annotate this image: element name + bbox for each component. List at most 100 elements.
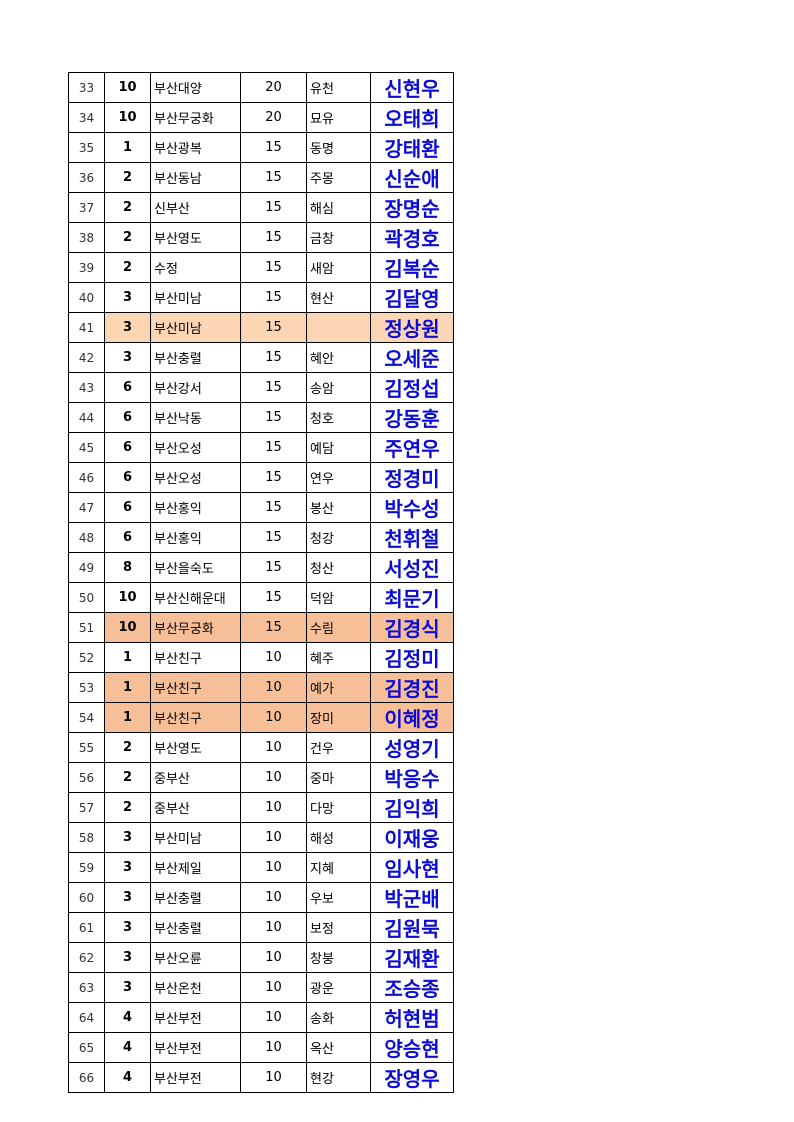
group: 2 bbox=[104, 192, 151, 223]
points: 15 bbox=[240, 582, 307, 613]
nickname: 보정 bbox=[306, 912, 371, 943]
points: 10 bbox=[240, 702, 307, 733]
club: 부산미남 bbox=[150, 822, 241, 853]
points: 10 bbox=[240, 732, 307, 763]
person-name: 서성진 bbox=[370, 552, 454, 583]
nickname: 송암 bbox=[306, 372, 371, 403]
table-row: 33 10 부산대양 20 유천 신현우 bbox=[68, 72, 454, 103]
nickname: 청산 bbox=[306, 552, 371, 583]
row-number: 60 bbox=[68, 882, 105, 913]
row-number: 48 bbox=[68, 522, 105, 553]
points: 15 bbox=[240, 522, 307, 553]
club: 중부산 bbox=[150, 792, 241, 823]
person-name: 김복순 bbox=[370, 252, 454, 283]
table-row: 63 3 부산온천 10 광운 조승종 bbox=[68, 972, 454, 1003]
row-number: 65 bbox=[68, 1032, 105, 1063]
club: 부산온천 bbox=[150, 972, 241, 1003]
club: 부산미남 bbox=[150, 282, 241, 313]
person-name: 정경미 bbox=[370, 462, 454, 493]
table-row: 61 3 부산충렬 10 보정 김원묵 bbox=[68, 912, 454, 943]
group: 8 bbox=[104, 552, 151, 583]
person-name: 오태희 bbox=[370, 102, 454, 133]
group: 6 bbox=[104, 372, 151, 403]
table-row: 58 3 부산미남 10 해성 이재웅 bbox=[68, 822, 454, 853]
row-number: 40 bbox=[68, 282, 105, 313]
group: 6 bbox=[104, 522, 151, 553]
nickname: 주몽 bbox=[306, 162, 371, 193]
table-row: 56 2 중부산 10 중마 박응수 bbox=[68, 762, 454, 793]
club: 부산부전 bbox=[150, 1062, 241, 1093]
nickname: 청호 bbox=[306, 402, 371, 433]
group: 10 bbox=[104, 102, 151, 133]
points: 15 bbox=[240, 432, 307, 463]
person-name: 조승종 bbox=[370, 972, 454, 1003]
nickname: 창붕 bbox=[306, 942, 371, 973]
row-number: 55 bbox=[68, 732, 105, 763]
nickname bbox=[306, 312, 371, 343]
group: 4 bbox=[104, 1062, 151, 1093]
nickname: 예담 bbox=[306, 432, 371, 463]
nickname: 현강 bbox=[306, 1062, 371, 1093]
points: 15 bbox=[240, 162, 307, 193]
points: 15 bbox=[240, 342, 307, 373]
row-number: 39 bbox=[68, 252, 105, 283]
table-row: 59 3 부산제일 10 지혜 임사현 bbox=[68, 852, 454, 883]
person-name: 정상원 bbox=[370, 312, 454, 343]
nickname: 우보 bbox=[306, 882, 371, 913]
points: 15 bbox=[240, 492, 307, 523]
nickname: 혜안 bbox=[306, 342, 371, 373]
points: 10 bbox=[240, 882, 307, 913]
group: 2 bbox=[104, 792, 151, 823]
nickname: 수림 bbox=[306, 612, 371, 643]
person-name: 곽경호 bbox=[370, 222, 454, 253]
group: 10 bbox=[104, 612, 151, 643]
row-number: 34 bbox=[68, 102, 105, 133]
table-row: 65 4 부산부전 10 옥산 양승현 bbox=[68, 1032, 454, 1063]
group: 3 bbox=[104, 852, 151, 883]
row-number: 50 bbox=[68, 582, 105, 613]
nickname: 동명 bbox=[306, 132, 371, 163]
table-row: 35 1 부산광복 15 동명 강태환 bbox=[68, 132, 454, 163]
group: 3 bbox=[104, 822, 151, 853]
row-number: 59 bbox=[68, 852, 105, 883]
club: 부산동남 bbox=[150, 162, 241, 193]
row-number: 33 bbox=[68, 72, 105, 103]
club: 부산홍익 bbox=[150, 522, 241, 553]
person-name: 양승현 bbox=[370, 1032, 454, 1063]
row-number: 57 bbox=[68, 792, 105, 823]
club: 수정 bbox=[150, 252, 241, 283]
nickname: 금창 bbox=[306, 222, 371, 253]
row-number: 37 bbox=[68, 192, 105, 223]
nickname: 연우 bbox=[306, 462, 371, 493]
person-name: 김정미 bbox=[370, 642, 454, 673]
row-number: 35 bbox=[68, 132, 105, 163]
table-row: 54 1 부산친구 10 장미 이혜정 bbox=[68, 702, 454, 733]
row-number: 56 bbox=[68, 762, 105, 793]
points: 10 bbox=[240, 852, 307, 883]
table-body: 33 10 부산대양 20 유천 신현우 34 10 부산무궁화 20 묘유 오태희 35 1 부산광복 15… bbox=[68, 72, 454, 1093]
row-number: 58 bbox=[68, 822, 105, 853]
row-number: 36 bbox=[68, 162, 105, 193]
group: 1 bbox=[104, 642, 151, 673]
club: 부산오륜 bbox=[150, 942, 241, 973]
table-row: 40 3 부산미남 15 현산 김달영 bbox=[68, 282, 454, 313]
person-name: 김경식 bbox=[370, 612, 454, 643]
nickname: 광운 bbox=[306, 972, 371, 1003]
group: 1 bbox=[104, 702, 151, 733]
club: 부산무궁화 bbox=[150, 102, 241, 133]
row-number: 45 bbox=[68, 432, 105, 463]
row-number: 61 bbox=[68, 912, 105, 943]
table-row: 64 4 부산부전 10 송화 허현범 bbox=[68, 1002, 454, 1033]
points: 10 bbox=[240, 762, 307, 793]
club: 부산친구 bbox=[150, 672, 241, 703]
club: 부산충렬 bbox=[150, 342, 241, 373]
points: 15 bbox=[240, 252, 307, 283]
nickname: 혜주 bbox=[306, 642, 371, 673]
person-name: 박군배 bbox=[370, 882, 454, 913]
row-number: 43 bbox=[68, 372, 105, 403]
nickname: 봉산 bbox=[306, 492, 371, 523]
person-name: 이혜정 bbox=[370, 702, 454, 733]
nickname: 송화 bbox=[306, 1002, 371, 1033]
points: 15 bbox=[240, 552, 307, 583]
